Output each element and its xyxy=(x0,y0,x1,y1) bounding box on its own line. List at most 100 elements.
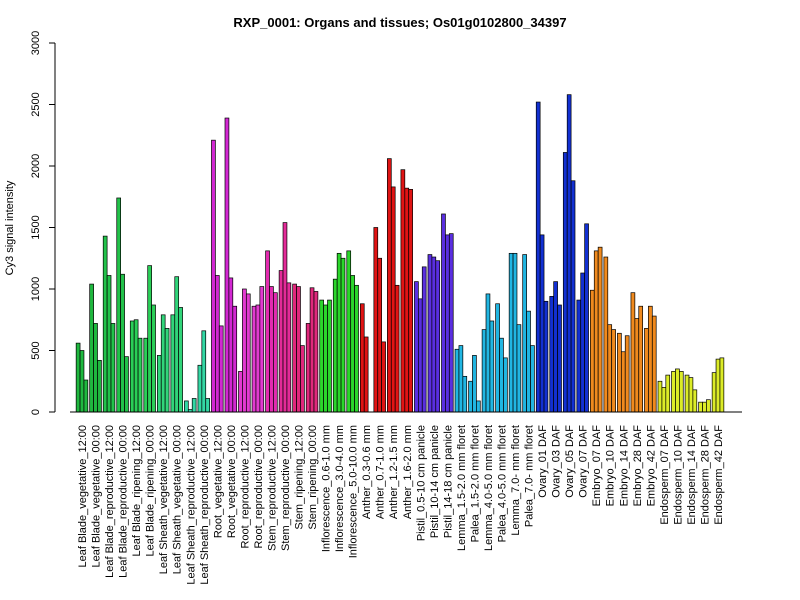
bar xyxy=(305,323,311,413)
category-label: Leaf Blade_vegetative_12:00 xyxy=(77,425,89,568)
category-label: Inflorescence_0.6-1.0 mm xyxy=(321,425,333,552)
bar xyxy=(584,223,589,413)
bar xyxy=(678,371,684,413)
category-label: Palea_1.5-2.0 mm floret xyxy=(469,425,481,542)
bar xyxy=(191,398,197,413)
chart-title: RXP_0001: Organs and tissues; Os01g01028… xyxy=(233,15,566,30)
bar xyxy=(539,234,545,413)
category-label: Leaf Sheath_reproductive_00:00 xyxy=(199,425,211,585)
bar xyxy=(327,299,332,413)
bar xyxy=(394,284,400,413)
bar xyxy=(137,337,143,413)
bar xyxy=(238,371,243,413)
bar xyxy=(404,187,410,413)
category-label: Ovary_03 DAF xyxy=(551,425,563,498)
bar xyxy=(489,320,495,413)
bar xyxy=(129,320,135,413)
bar xyxy=(359,303,365,413)
bar xyxy=(400,169,406,413)
bar xyxy=(414,281,419,413)
bar xyxy=(448,233,454,413)
bar xyxy=(83,379,89,413)
category-label: Embryo_14 DAF xyxy=(618,425,630,507)
bar xyxy=(421,266,427,413)
bar xyxy=(273,292,278,413)
bar xyxy=(535,101,541,413)
bar xyxy=(354,284,359,413)
bar xyxy=(170,314,176,413)
bar xyxy=(472,355,477,413)
bar xyxy=(120,273,125,413)
bar xyxy=(706,399,711,413)
bar xyxy=(323,304,328,413)
category-label: Endosperm_14 DAF xyxy=(686,425,698,525)
bar xyxy=(454,348,460,413)
category-label: Ovary_05 DAF xyxy=(564,425,576,498)
bar xyxy=(570,180,576,413)
bar xyxy=(692,389,698,413)
category-label: Pistil_14-18 cm panicle xyxy=(442,425,454,538)
category-label: Stem_reproductive_00:00 xyxy=(280,425,292,551)
bar xyxy=(205,398,210,413)
bar xyxy=(638,305,644,413)
bar xyxy=(675,368,680,413)
bar xyxy=(620,351,626,413)
bar xyxy=(102,235,108,413)
bar xyxy=(110,323,116,413)
bar xyxy=(590,289,595,413)
category-label: Anther_1.2-1.5 mm xyxy=(388,425,400,519)
bar xyxy=(499,337,504,413)
bar xyxy=(75,342,81,413)
bar xyxy=(661,387,667,413)
category-label: Anther_1.6-2.0 mm xyxy=(402,425,414,519)
bar xyxy=(313,291,319,413)
bar xyxy=(512,252,518,413)
category-label: Root_vegetative_12:00 xyxy=(212,425,224,538)
bar xyxy=(468,380,473,413)
category-label: Endosperm_28 DAF xyxy=(699,425,711,525)
category-label: Palea_4.0-5.0 mm floret xyxy=(496,425,508,542)
category-label: Leaf Sheath_vegetative_00:00 xyxy=(172,425,184,574)
bar xyxy=(178,307,183,413)
bar xyxy=(671,371,676,413)
category-label: Embryo_28 DAF xyxy=(632,425,644,507)
bar xyxy=(245,293,251,413)
bar xyxy=(151,304,156,413)
bar xyxy=(435,260,441,413)
bar xyxy=(286,282,292,413)
bar xyxy=(300,345,305,413)
bar xyxy=(251,305,257,413)
bar xyxy=(543,300,549,413)
bar xyxy=(503,357,508,413)
y-tick-label: 1000 xyxy=(30,277,42,301)
category-label: Ovary_01 DAF xyxy=(537,425,549,498)
bar xyxy=(408,189,413,413)
category-label: Inflorescence_3.0-4.0 mm xyxy=(334,425,346,552)
bar xyxy=(296,286,301,413)
bar xyxy=(93,323,98,413)
bar xyxy=(702,401,707,413)
bar xyxy=(160,314,166,413)
bar xyxy=(215,275,220,413)
bar xyxy=(292,283,297,413)
category-label: Stem_reproductive_12:00 xyxy=(266,425,278,551)
category-label: Pistil_10-14 cm panicle xyxy=(429,425,441,538)
y-tick-label: 500 xyxy=(30,341,42,359)
category-label: Ovary_07 DAF xyxy=(578,425,590,498)
bar xyxy=(603,256,609,413)
bar xyxy=(184,400,189,413)
bar xyxy=(174,276,180,413)
bar xyxy=(431,256,437,413)
bar xyxy=(593,250,599,413)
bars-group xyxy=(75,94,725,413)
y-tick-label: 3000 xyxy=(30,31,42,55)
bar xyxy=(441,213,446,413)
bar xyxy=(387,158,392,413)
bar xyxy=(445,234,450,413)
bar xyxy=(530,345,535,413)
bar xyxy=(508,252,514,413)
bar xyxy=(79,350,85,413)
category-label: Inflorescence_5.0-10.0 mm xyxy=(348,425,360,558)
bar xyxy=(688,377,694,413)
